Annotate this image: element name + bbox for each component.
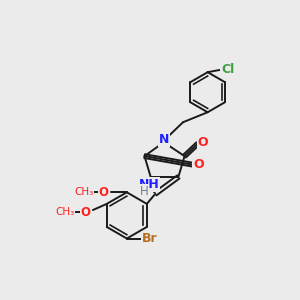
Text: O: O bbox=[99, 186, 109, 199]
Text: N: N bbox=[159, 134, 169, 146]
Text: O: O bbox=[193, 158, 204, 171]
Text: O: O bbox=[198, 136, 208, 149]
Text: Cl: Cl bbox=[221, 63, 234, 76]
Text: Br: Br bbox=[142, 232, 158, 245]
Text: O: O bbox=[80, 206, 90, 219]
Text: H: H bbox=[140, 185, 149, 198]
Text: CH₃: CH₃ bbox=[74, 187, 93, 197]
Text: CH₃: CH₃ bbox=[56, 207, 75, 217]
Text: NH: NH bbox=[139, 178, 160, 191]
